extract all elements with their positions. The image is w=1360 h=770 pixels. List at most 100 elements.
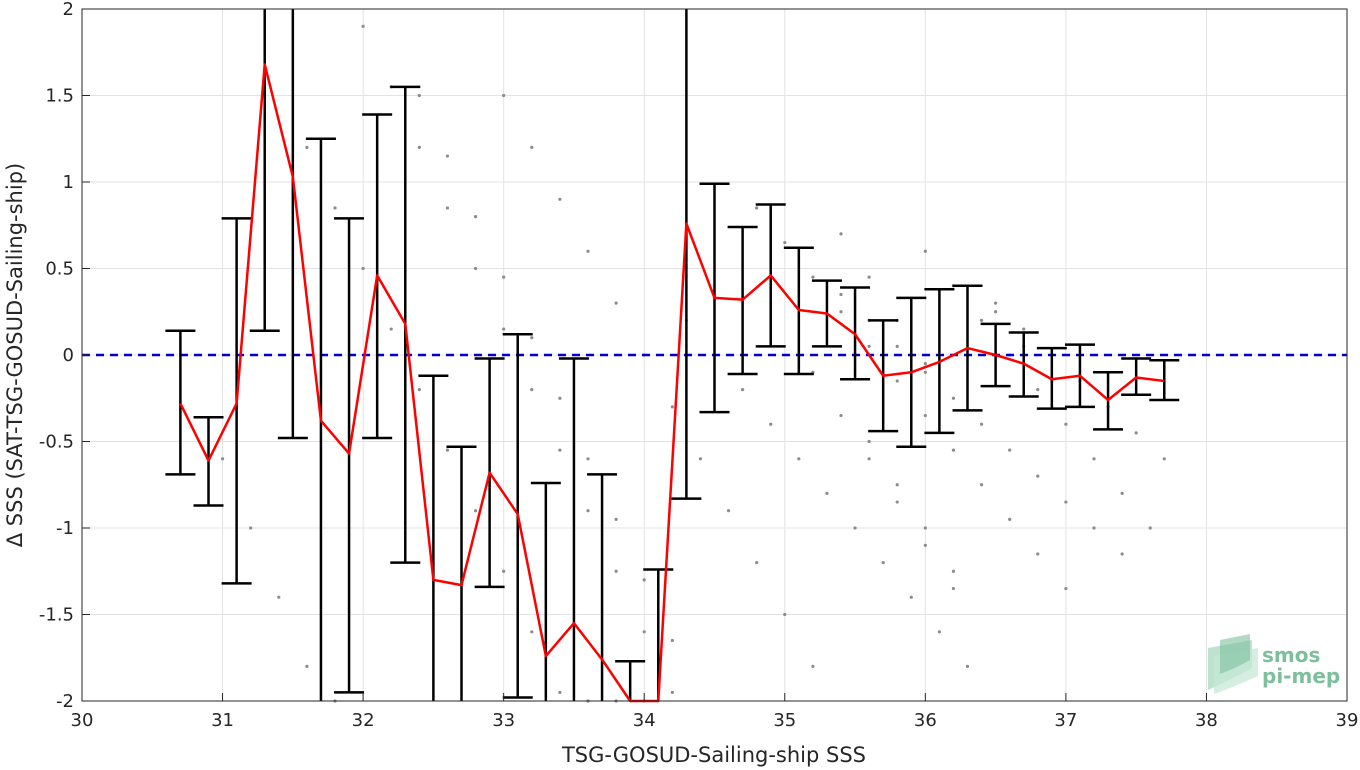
error-bar: [558, 357, 589, 701]
scatter-point: [881, 561, 885, 565]
scatter-point: [867, 457, 871, 461]
watermark-line1: smos: [1262, 643, 1320, 667]
error-bar: [249, 9, 280, 333]
scatter-point: [670, 405, 674, 409]
scatter-point: [811, 664, 815, 669]
scatter-point: [417, 388, 421, 392]
x-tick-label: 34: [633, 710, 656, 731]
scatter-point: [305, 145, 309, 149]
scatter-point: [769, 422, 773, 426]
scatter-point: [895, 500, 899, 504]
x-tick-label: 36: [914, 710, 937, 731]
y-tick-label: -1.5: [39, 605, 74, 626]
error-bar: [446, 445, 477, 701]
error-bar: [334, 217, 365, 694]
y-tick-label: 1: [63, 172, 74, 193]
scatter-point: [502, 327, 506, 331]
error-bar: [530, 481, 561, 701]
y-tick-label: 2: [63, 0, 74, 20]
scatter-point: [994, 301, 998, 305]
scatter-point: [1008, 448, 1012, 452]
scatter-point: [670, 638, 674, 643]
scatter-point: [1134, 431, 1138, 435]
scatter-point: [741, 388, 745, 392]
scatter-point: [642, 578, 646, 582]
x-tick-label: 33: [492, 710, 515, 731]
scatter-point: [642, 630, 646, 634]
scatter-point: [530, 336, 534, 340]
scatter-point: [530, 145, 534, 149]
scatter-point: [923, 543, 927, 547]
scatter-point: [417, 145, 421, 149]
scatter-point: [1064, 422, 1068, 426]
scatter-point: [220, 457, 225, 461]
scatter-point: [783, 612, 787, 617]
scatter-point: [839, 232, 843, 236]
scatter-point: [923, 370, 927, 374]
y-axis-ticks: -2 -1.5 -1 -0.5 0 0.5 1 1.5 2: [39, 0, 90, 712]
x-axis-ticks: 30 31 32 33 34 35 36 37 38 39: [71, 693, 1358, 731]
error-bar: [671, 9, 702, 500]
scatter-point: [698, 457, 703, 461]
y-tick-label: 1.5: [45, 86, 74, 107]
scatter-point: [726, 509, 731, 513]
scatter-point: [502, 569, 506, 573]
scatter-point: [670, 690, 674, 694]
scatter-point: [1120, 491, 1124, 495]
scatter-point: [586, 509, 590, 513]
scatter-point: [923, 249, 927, 253]
error-bar: [643, 568, 674, 701]
scatter-point: [614, 301, 618, 305]
scatter-point: [867, 344, 871, 348]
scatter-point: [797, 457, 801, 461]
error-bar: [418, 374, 449, 701]
y-tick-label: -1: [56, 518, 74, 539]
scatter-point: [502, 93, 506, 98]
scatter-point: [277, 595, 281, 599]
x-tick-label: 32: [352, 710, 375, 731]
scatter-point: [558, 396, 562, 400]
scatter-point: [979, 422, 984, 426]
scatter-point: [951, 586, 956, 591]
scatter-point: [1036, 388, 1040, 392]
scatter-point: [867, 439, 871, 444]
x-tick-label: 35: [773, 710, 796, 731]
scatter-point: [473, 215, 478, 219]
scatter-point: [923, 362, 927, 366]
scatter-point: [839, 413, 843, 418]
scatter-point: [839, 292, 843, 297]
y-tick-label: -0.5: [39, 432, 74, 453]
x-tick-label: 37: [1054, 710, 1077, 731]
x-axis-label: TSG-GOSUD-Sailing-ship SSS: [561, 743, 866, 767]
scatter-point: [825, 491, 829, 495]
scatter-point: [923, 526, 927, 530]
scatter-point: [853, 526, 857, 530]
scatter-point: [951, 396, 956, 400]
error-bar: [587, 473, 618, 701]
y-tick-label: 0.5: [45, 259, 74, 280]
scatter-point: [1008, 517, 1012, 521]
scatter-point: [1092, 457, 1096, 461]
scatter-point: [333, 206, 337, 210]
scatter-point: [811, 275, 815, 279]
scatter-point: [558, 197, 562, 201]
error-bar: [165, 329, 196, 476]
scatter-point: [417, 93, 421, 98]
y-tick-label: -2: [56, 691, 74, 712]
scatter-point: [473, 266, 478, 271]
scatter-point: [783, 240, 787, 245]
scatter-point: [614, 517, 618, 521]
scatter-point: [979, 483, 984, 487]
scatter-point: [586, 457, 590, 461]
logo-waves-icon: [1208, 634, 1258, 694]
watermark-logo: smos pi-mep: [1208, 634, 1340, 694]
scatter-point: [1148, 526, 1152, 530]
scatter-point: [979, 318, 984, 322]
scatter-point: [445, 448, 450, 452]
y-axis-label: Δ SSS (SAT-TSG-GOSUD-Sailing-ship): [3, 163, 27, 547]
scatter-point: [937, 630, 941, 634]
scatter-point: [530, 630, 534, 634]
scatter-point: [445, 206, 450, 210]
scatter-point: [951, 448, 956, 452]
